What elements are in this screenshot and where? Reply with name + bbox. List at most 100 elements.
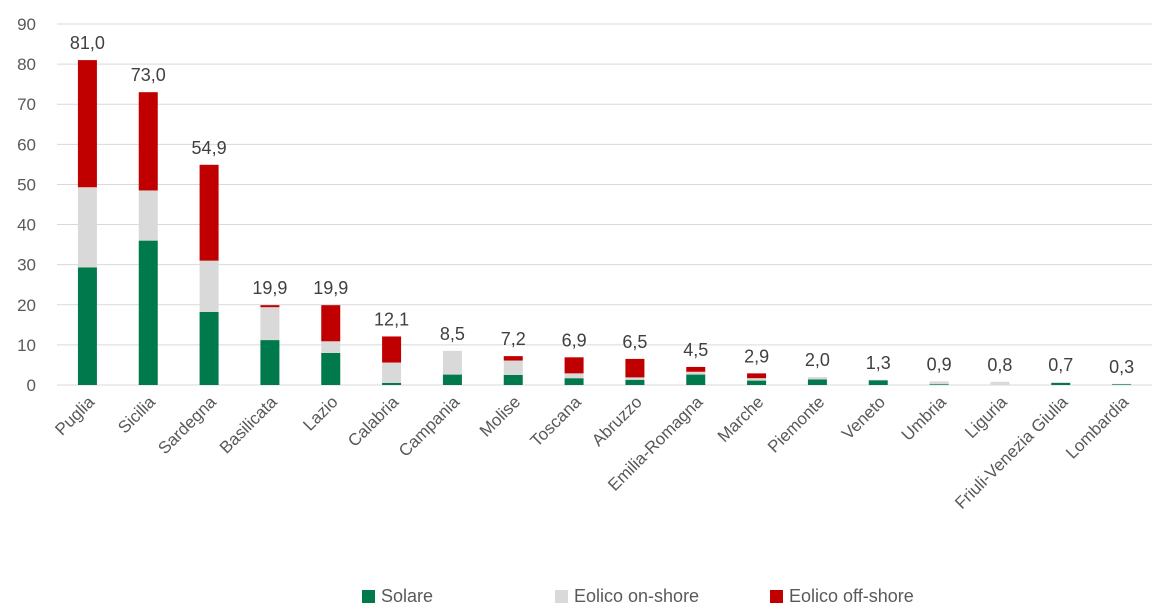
y-tick-label: 90 (17, 15, 36, 34)
x-tick-label: Umbria (898, 392, 951, 445)
bar-segment-solare (503, 374, 523, 385)
legend-swatch (362, 590, 375, 603)
x-tick-label: Sicilia (114, 392, 159, 437)
x-tick-label: Sardegna (154, 392, 220, 458)
x-tick-label: Lazio (299, 392, 341, 434)
legend-label: Eolico off-shore (789, 586, 914, 606)
x-tick-label: Abruzzo (588, 392, 646, 450)
y-tick-label: 0 (27, 376, 36, 395)
total-label: 12,1 (374, 309, 409, 329)
bar-segment-solare (138, 240, 158, 385)
total-label: 7,2 (501, 329, 526, 349)
bar-segment-solare (747, 380, 767, 385)
bar-segment-eolico-on-shore (199, 260, 219, 312)
bar-segment-eolico-on-shore (686, 371, 706, 375)
bar-segment-eolico-off-shore (503, 356, 523, 361)
bar-segment-solare (807, 379, 827, 385)
bar-segment-eolico-on-shore (442, 350, 462, 375)
total-label: 19,9 (252, 278, 287, 298)
bar-segment-eolico-on-shore (747, 378, 767, 381)
bar-segment-eolico-off-shore (138, 92, 158, 191)
total-label: 8,5 (440, 324, 465, 344)
bar-segment-eolico-on-shore (1051, 382, 1071, 383)
bar-segment-solare (260, 340, 280, 385)
x-tick-label: Lombardia (1062, 392, 1133, 463)
total-label: 0,7 (1048, 355, 1073, 375)
total-label: 6,9 (562, 330, 587, 350)
bar-segment-solare (1051, 382, 1071, 385)
bar-segment-eolico-on-shore (382, 362, 402, 383)
y-tick-label: 60 (17, 135, 36, 154)
x-tick-label: Marche (714, 392, 768, 446)
bar-segment-eolico-off-shore (260, 305, 280, 308)
bar-segment-eolico-off-shore (77, 60, 97, 188)
x-tick-label: Puglia (51, 392, 98, 439)
x-tick-label: Veneto (838, 392, 889, 443)
bar-segment-solare (1112, 384, 1132, 385)
x-tick-label: Campania (395, 392, 464, 461)
y-tick-label: 50 (17, 175, 36, 194)
bar-segment-solare (625, 379, 645, 385)
total-label: 0,8 (987, 355, 1012, 375)
y-tick-label: 70 (17, 95, 36, 114)
x-tick-label: Calabria (344, 392, 403, 451)
bars (77, 60, 1132, 385)
bar-segment-eolico-on-shore (260, 307, 280, 341)
y-tick-label: 40 (17, 216, 36, 235)
bar-segment-eolico-off-shore (747, 373, 767, 379)
legend-label: Solare (381, 586, 433, 606)
bar-segment-eolico-off-shore (321, 305, 341, 342)
bar-segment-solare (199, 311, 219, 385)
bar-segment-eolico-off-shore (625, 358, 645, 378)
bar-segment-eolico-on-shore (929, 381, 949, 385)
bar-segment-solare (686, 374, 706, 385)
bar-segment-solare (868, 380, 888, 385)
total-label: 4,5 (683, 340, 708, 360)
total-label: 0,9 (927, 354, 952, 374)
legend-swatch (555, 590, 568, 603)
y-tick-label: 20 (17, 296, 36, 315)
bar-segment-eolico-on-shore (868, 379, 888, 381)
bar-segment-eolico-on-shore (990, 381, 1010, 385)
y-axis: 0 10 20 30 40 50 60 70 80 90 (17, 15, 36, 395)
total-label: 73,0 (131, 65, 166, 85)
x-tick-label: Molise (476, 392, 524, 440)
bar-segment-eolico-on-shore (503, 360, 523, 375)
x-tick-label: Friuli-Venezia Giulia (951, 392, 1072, 513)
x-tick-label: Liguria (961, 392, 1011, 442)
y-tick-label: 80 (17, 55, 36, 74)
total-label: 1,3 (866, 353, 891, 373)
data-labels: 81,0 73,0 54,9 19,9 19,9 12,1 8,5 7,2 6,9 6,5 4,5 2… (70, 33, 1134, 377)
gridlines (57, 23, 1152, 386)
total-label: 81,0 (70, 33, 105, 53)
bar-segment-eolico-on-shore (138, 190, 158, 241)
bar-segment-eolico-off-shore (686, 366, 706, 372)
y-tick-label: 10 (17, 336, 36, 355)
legend: Solare Eolico on-shore Eolico off-shore (362, 586, 914, 606)
bar-segment-solare (382, 382, 402, 385)
bar-segment-eolico-on-shore (77, 187, 97, 268)
bar-segment-solare (564, 378, 584, 385)
x-tick-label: Basilicata (216, 392, 281, 457)
bar-segment-eolico-on-shore (321, 341, 341, 353)
bar-segment-eolico-off-shore (199, 164, 219, 261)
bar-segment-eolico-on-shore (1112, 383, 1132, 385)
bar-segment-eolico-off-shore (564, 357, 584, 374)
legend-swatch (770, 590, 783, 603)
total-label: 2,9 (744, 346, 769, 366)
x-tick-label: Toscana (527, 392, 586, 451)
x-tick-label: Piemonte (764, 392, 828, 456)
total-label: 6,5 (622, 332, 647, 352)
total-label: 54,9 (192, 138, 227, 158)
bar-segment-eolico-off-shore (382, 336, 402, 363)
y-tick-label: 30 (17, 256, 36, 275)
bar-segment-solare (77, 267, 97, 385)
legend-label: Eolico on-shore (574, 586, 699, 606)
bar-segment-solare (321, 352, 341, 385)
total-label: 0,3 (1109, 357, 1134, 377)
bar-segment-eolico-on-shore (564, 373, 584, 379)
total-label: 2,0 (805, 350, 830, 370)
bar-segment-solare (929, 384, 949, 385)
